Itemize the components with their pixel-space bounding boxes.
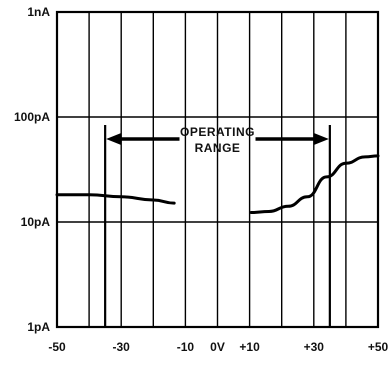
x-tick-label: -30 bbox=[113, 340, 131, 354]
operating-range-annotation: OPERATING RANGE bbox=[104, 125, 331, 327]
y-tick-label: 100pA bbox=[14, 110, 50, 124]
operating-range-left-arrow-head bbox=[106, 133, 122, 145]
operating-range-right-arrow-head bbox=[313, 133, 329, 145]
y-tick-label: 1nA bbox=[27, 5, 50, 19]
y-tick-label: 10pA bbox=[21, 215, 51, 229]
x-tick-label: -50 bbox=[48, 340, 66, 354]
y-tick-labels: 1nA 100pA 10pA 1pA bbox=[14, 5, 50, 334]
y-tick-label: 1pA bbox=[27, 320, 50, 334]
series-curve-2 bbox=[249, 154, 380, 215]
series-curve-1 bbox=[55, 193, 176, 205]
x-tick-labels: -50 -30 -10 0V +10 +30 +50 bbox=[48, 340, 388, 354]
x-tick-label: 0V bbox=[210, 340, 225, 354]
x-tick-label: +50 bbox=[368, 340, 389, 354]
series-group bbox=[55, 154, 380, 215]
x-tick-label: +10 bbox=[239, 340, 260, 354]
operating-range-label-line2: RANGE bbox=[195, 141, 241, 155]
grid-horizontal-lines bbox=[57, 116, 378, 223]
grid-vertical-lines bbox=[88, 12, 347, 327]
x-tick-label: -10 bbox=[177, 340, 195, 354]
operating-range-label-line1: OPERATING bbox=[180, 125, 255, 139]
plot-frame bbox=[55, 10, 380, 329]
x-tick-label: +30 bbox=[304, 340, 325, 354]
